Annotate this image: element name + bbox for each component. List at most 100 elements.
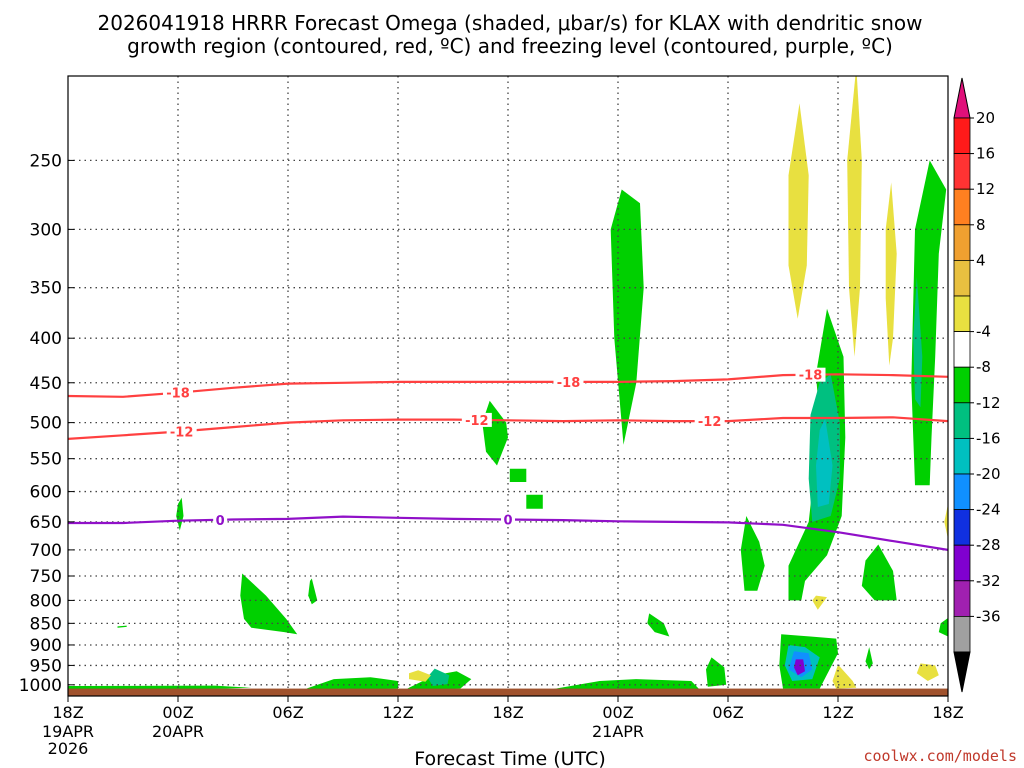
omega-region — [427, 668, 450, 686]
colorbar-top-arrow — [953, 77, 971, 119]
omega-region — [944, 504, 948, 539]
y-tick-label: 500 — [30, 414, 62, 434]
colorbar-band — [953, 295, 971, 332]
colorbar-label: -24 — [976, 501, 1001, 519]
x-tick-label: 12Z — [382, 703, 413, 722]
ground-bar — [68, 688, 948, 696]
omega-region — [916, 663, 939, 681]
contour-label-bg — [461, 412, 492, 427]
x-axis-label: Forecast Time (UTC) — [414, 748, 605, 768]
contour-label: -12 — [465, 414, 489, 429]
colorbar-band — [953, 437, 971, 475]
omega-region — [913, 276, 923, 408]
x-tick-sublabel: 2026 — [48, 739, 89, 758]
contour-label: -18 — [166, 387, 190, 402]
x-tick-label: 00Z — [602, 703, 633, 722]
colorbar-band — [953, 331, 971, 368]
contour-label: -18 — [557, 376, 581, 391]
contour-label: 0 — [503, 514, 512, 529]
colorbar-label: -12 — [976, 394, 1001, 412]
colorbar-band — [953, 544, 971, 582]
x-tick-label: 00Z — [162, 703, 193, 722]
x-tick-sublabel: 20APR — [152, 722, 204, 741]
contour-label: -18 — [799, 369, 823, 384]
omega-region — [509, 468, 527, 482]
y-tick-label: 1000 — [19, 676, 62, 696]
colorbar-label: 20 — [976, 109, 995, 127]
omega-region — [306, 677, 398, 691]
omega-region — [865, 647, 873, 670]
colorbar-label: 16 — [976, 145, 995, 163]
omega-region — [861, 544, 897, 601]
omega-region — [706, 657, 727, 687]
y-tick-label: 300 — [30, 220, 62, 240]
colorbar-label: -8 — [976, 358, 991, 376]
omega-region — [308, 578, 318, 605]
omega-region — [544, 679, 701, 691]
chart-title-line-1: 2026041918 HRRR Forecast Omega (shaded, … — [98, 11, 923, 35]
omega-region — [816, 418, 833, 507]
y-tick-label: 550 — [30, 450, 62, 470]
colorbar-band — [953, 580, 971, 617]
contour-label-bg — [166, 424, 197, 439]
colorbar-band — [953, 402, 971, 439]
y-tick-label: 700 — [30, 541, 62, 561]
omega-region — [740, 516, 765, 591]
omega-region — [812, 595, 827, 610]
omega-colorbar: 20 16 12 8 4 -4 -8 -12 -16 -20 -24 -28 -32 -36 — [953, 77, 1001, 693]
omega-region — [240, 573, 298, 635]
colorbar-band — [953, 224, 971, 261]
contour-label-bg — [795, 367, 826, 382]
x-tick-label: 06Z — [712, 703, 743, 722]
x-tick-sublabel: 21APR — [592, 722, 644, 741]
contour-line — [68, 416, 948, 440]
y-tick-label: 950 — [30, 656, 62, 676]
colorbar-label: -16 — [976, 429, 1001, 447]
omega-region — [885, 182, 897, 366]
credit-text: coolwx.com/models — [863, 747, 1017, 765]
x-tick-label: 12Z — [822, 703, 853, 722]
y-tick-label: 250 — [30, 151, 62, 171]
colorbar-band — [953, 117, 971, 154]
y-tick-label: 600 — [30, 483, 62, 503]
contour-label-bg — [501, 512, 515, 527]
contour-label-bg — [553, 374, 584, 389]
y-tick-label: 800 — [30, 591, 62, 611]
colorbar-label: 12 — [976, 180, 995, 198]
colorbar-label: 8 — [976, 216, 986, 234]
y-tick-label: 350 — [30, 279, 62, 299]
colorbar-label: -28 — [976, 536, 1001, 554]
colorbar-band — [953, 259, 971, 297]
colorbar-band — [953, 188, 971, 226]
y-tick-label: 650 — [30, 513, 62, 533]
omega-region — [794, 659, 805, 676]
contour-label: -12 — [170, 425, 194, 440]
chart-title-line-2: growth region (contoured, red, ºC) and f… — [127, 34, 893, 58]
contour-label-bg — [213, 512, 228, 527]
y-tick-label: 450 — [30, 374, 62, 394]
y-tick-label: 750 — [30, 567, 62, 587]
y-tick-label: 900 — [30, 636, 62, 656]
contour-label-bg — [163, 385, 193, 400]
omega-shaded-regions — [68, 76, 948, 691]
y-tick-label: 850 — [30, 614, 62, 634]
colorbar-label: -32 — [976, 572, 1001, 590]
x-tick-label: 06Z — [272, 703, 303, 722]
omega-region — [938, 618, 948, 637]
contour-label: -12 — [698, 415, 722, 430]
omega-region — [788, 103, 809, 319]
y-axis-ticks: 2503003504004505005506006507007508008509… — [19, 151, 74, 696]
x-tick-label: 18Z — [932, 703, 963, 722]
colorbar-bottom-arrow — [953, 651, 971, 693]
x-tick-sublabel: 19APR — [42, 722, 94, 741]
omega-region — [117, 625, 127, 628]
colorbar-label: 4 — [976, 251, 986, 269]
contour-label: 0 — [216, 514, 225, 529]
colorbar-band — [953, 473, 971, 510]
omega-region — [847, 76, 862, 357]
colorbar-band — [953, 153, 971, 190]
colorbar-band — [953, 366, 971, 404]
colorbar-label: -20 — [976, 465, 1001, 483]
